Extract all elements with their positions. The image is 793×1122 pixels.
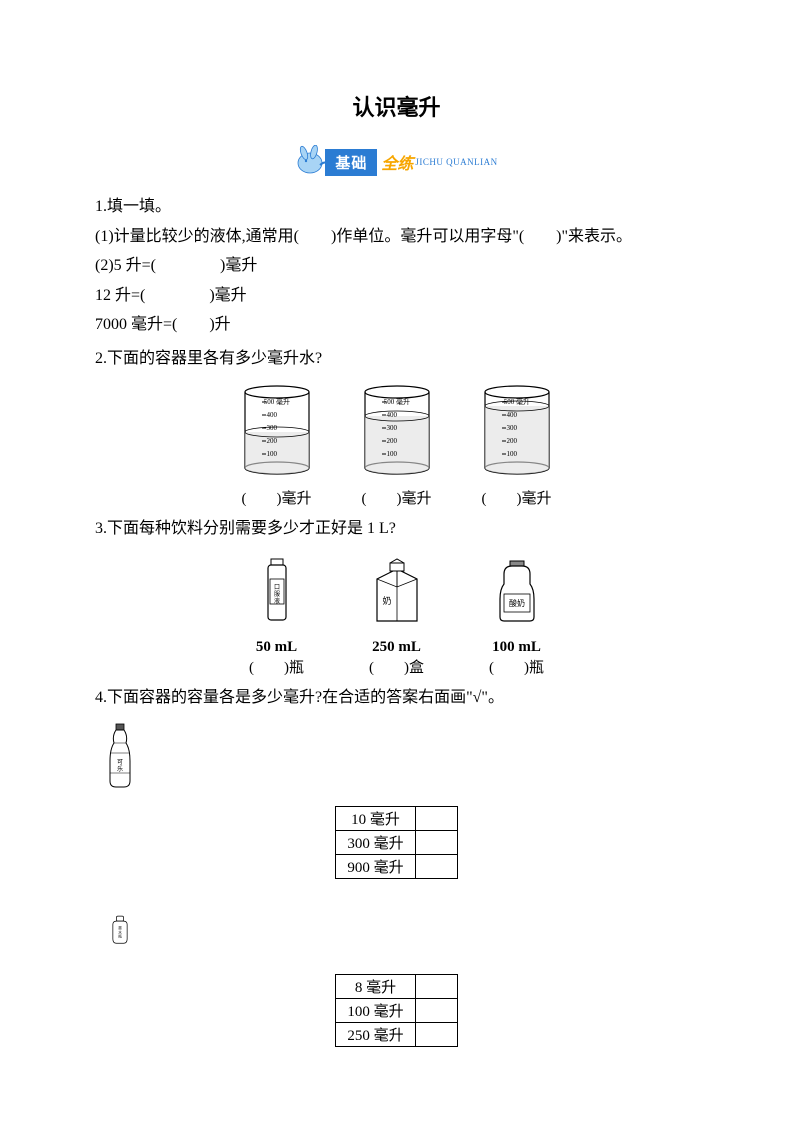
question-2: 2.下面的容器里各有多少毫升水? 500 毫升 400 300 200 100 … <box>95 346 698 508</box>
table-row: 10 毫升 <box>336 806 458 830</box>
banner-pinyin: JICHU QUANLIAN <box>415 157 497 167</box>
q1-line4: 7000 毫升=( )升 <box>95 312 698 338</box>
q4-heading: 4.下面容器的容量各是多少毫升?在合适的答案右面画"√"。 <box>95 685 698 711</box>
q4-table-1: 10 毫升 300 毫升 900 毫升 <box>335 806 458 879</box>
svg-text:200: 200 <box>386 437 397 445</box>
svg-text:200: 200 <box>266 437 277 445</box>
svg-text:500 毫升: 500 毫升 <box>503 397 529 406</box>
svg-text:100: 100 <box>386 450 397 458</box>
svg-text:200: 200 <box>506 437 517 445</box>
q1-heading: 1.填一填。 <box>95 194 698 220</box>
table-row: 300 毫升 <box>336 830 458 854</box>
svg-text:口: 口 <box>273 584 279 591</box>
q4-item-2: 墨 水 瓶 8 毫升 100 毫升 250 毫升 <box>95 909 698 1047</box>
banner-mascot-icon <box>290 145 330 180</box>
q1-line1: (1)计量比较少的液体,通常用( )作单位。毫升可以用字母"( )"来表示。 <box>95 224 698 250</box>
table-row: 8 毫升 <box>336 974 458 998</box>
svg-text:400: 400 <box>386 411 397 419</box>
bottle-3: 酸奶 100 mL ( )瓶 <box>482 549 552 677</box>
svg-text:瓶: 瓶 <box>118 933 122 938</box>
q1-line3: 12 升=( )毫升 <box>95 283 698 309</box>
bottles-row: 口 服 液 50 mL ( )瓶 奶 250 mL ( )盒 <box>95 549 698 677</box>
cola-bottle-icon: 可 乐 <box>100 721 140 791</box>
question-1: 1.填一填。 (1)计量比较少的液体,通常用( )作单位。毫升可以用字母"( )… <box>95 194 698 338</box>
check-cell[interactable] <box>416 974 458 998</box>
beaker-3: 500 毫升 400 300 200 100 ( )毫升 <box>472 380 562 508</box>
beaker-2-svg: 500 毫升 400 300 200 100 <box>352 380 442 480</box>
svg-text:液: 液 <box>273 597 279 605</box>
option-label: 8 毫升 <box>336 974 416 998</box>
vial-icon: 口 服 液 <box>242 549 312 634</box>
beaker-2: 500 毫升 400 300 200 100 ( )毫升 <box>352 380 442 508</box>
bottle-1-caption: 50 mL <box>242 639 312 656</box>
svg-text:300: 300 <box>266 424 277 432</box>
banner-highlight: 全练 <box>381 150 413 174</box>
svg-text:酸奶: 酸奶 <box>509 598 525 608</box>
svg-text:奶: 奶 <box>382 595 391 606</box>
bottle-2-caption: 250 mL <box>362 639 432 656</box>
svg-text:乐: 乐 <box>117 766 123 773</box>
beaker-3-label: ( )毫升 <box>472 487 562 508</box>
svg-text:100: 100 <box>506 450 517 458</box>
check-cell[interactable] <box>416 854 458 878</box>
page-title: 认识毫升 <box>95 90 698 122</box>
table-row: 900 毫升 <box>336 854 458 878</box>
option-label: 250 毫升 <box>336 1022 416 1046</box>
beaker-row: 500 毫升 400 300 200 100 ( )毫升 500 毫升 <box>95 380 698 508</box>
check-cell[interactable] <box>416 1022 458 1046</box>
svg-text:400: 400 <box>506 411 517 419</box>
beaker-1-label: ( )毫升 <box>232 487 322 508</box>
beaker-1-svg: 500 毫升 400 300 200 100 <box>232 380 322 480</box>
yogurt-icon: 酸奶 <box>482 549 552 634</box>
svg-text:300: 300 <box>506 424 517 432</box>
svg-text:500 毫升: 500 毫升 <box>263 397 289 406</box>
carton-icon: 奶 <box>362 549 432 634</box>
table-row: 250 毫升 <box>336 1022 458 1046</box>
check-cell[interactable] <box>416 830 458 854</box>
option-label: 300 毫升 <box>336 830 416 854</box>
q4-table-2: 8 毫升 100 毫升 250 毫升 <box>335 974 458 1047</box>
svg-text:100: 100 <box>266 450 277 458</box>
bottle-3-blank: ( )瓶 <box>482 656 552 677</box>
q3-heading: 3.下面每种饮料分别需要多少才正好是 1 L? <box>95 516 698 542</box>
question-3: 3.下面每种饮料分别需要多少才正好是 1 L? 口 服 液 50 mL ( )瓶 <box>95 516 698 678</box>
bottle-1: 口 服 液 50 mL ( )瓶 <box>242 549 312 677</box>
banner-box-label: 基础 <box>325 149 377 176</box>
section-banner: 基础 全练 JICHU QUANLIAN <box>95 142 698 182</box>
option-label: 900 毫升 <box>336 854 416 878</box>
q2-heading: 2.下面的容器里各有多少毫升水? <box>95 346 698 372</box>
beaker-3-svg: 500 毫升 400 300 200 100 <box>472 380 562 480</box>
option-label: 100 毫升 <box>336 998 416 1022</box>
svg-text:水: 水 <box>118 929 122 934</box>
table-row: 100 毫升 <box>336 998 458 1022</box>
beaker-2-label: ( )毫升 <box>352 487 442 508</box>
bottle-1-blank: ( )瓶 <box>242 656 312 677</box>
check-cell[interactable] <box>416 806 458 830</box>
question-4: 4.下面容器的容量各是多少毫升?在合适的答案右面画"√"。 可 乐 10 毫升 … <box>95 685 698 1047</box>
svg-text:500 毫升: 500 毫升 <box>383 397 409 406</box>
check-cell[interactable] <box>416 998 458 1022</box>
q1-line2: (2)5 升=( )毫升 <box>95 253 698 279</box>
bottle-2: 奶 250 mL ( )盒 <box>362 549 432 677</box>
svg-text:300: 300 <box>386 424 397 432</box>
svg-text:墨: 墨 <box>118 925 122 930</box>
beaker-1: 500 毫升 400 300 200 100 ( )毫升 <box>232 380 322 508</box>
bottle-3-caption: 100 mL <box>482 639 552 656</box>
option-label: 10 毫升 <box>336 806 416 830</box>
svg-text:400: 400 <box>266 411 277 419</box>
bottle-2-blank: ( )盒 <box>362 656 432 677</box>
svg-text:服: 服 <box>273 591 279 598</box>
ink-bottle-icon: 墨 水 瓶 <box>100 909 140 959</box>
svg-text:可: 可 <box>117 759 123 766</box>
q4-item-1: 可 乐 10 毫升 300 毫升 900 毫升 <box>95 721 698 879</box>
